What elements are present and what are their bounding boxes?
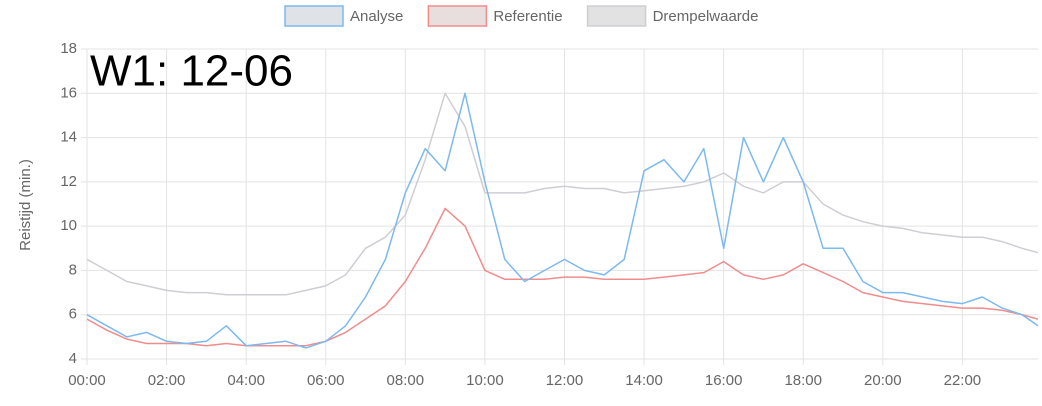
line-series <box>86 92 1039 296</box>
y-tick-label: 16 <box>60 84 77 101</box>
legend-label: Referentie <box>493 8 562 25</box>
y-tick-label: 18 <box>60 40 77 57</box>
y-tick-label: 4 <box>69 350 77 367</box>
legend-label: Analyse <box>350 8 403 25</box>
x-tick-label: 08:00 <box>387 372 425 389</box>
legend-swatch <box>586 5 647 27</box>
x-tick-label: 16:00 <box>705 372 743 389</box>
legend-swatch <box>427 5 488 27</box>
y-tick-label: 10 <box>60 217 77 234</box>
x-tick-label: 00:00 <box>68 372 106 389</box>
x-tick-label: 10:00 <box>466 372 504 389</box>
legend-swatch <box>284 5 344 27</box>
y-tick-label: 14 <box>60 129 77 146</box>
y-tick-label: 8 <box>69 261 77 278</box>
legend-label: Drempelwaarde <box>653 8 759 25</box>
x-tick-label: 18:00 <box>784 372 822 389</box>
y-tick-label: 6 <box>69 306 77 323</box>
x-tick-label: 12:00 <box>546 372 584 389</box>
annotation: W1: 12-06 <box>90 47 293 96</box>
x-tick-label: 04:00 <box>227 372 265 389</box>
line-series <box>86 207 1039 347</box>
y-tick-label: 12 <box>60 173 77 190</box>
y-axis-label: Reistijd (min.) <box>17 159 34 251</box>
x-tick-label: 06:00 <box>307 372 345 389</box>
x-tick-label: 14:00 <box>625 372 663 389</box>
x-tick-label: 20:00 <box>864 372 902 389</box>
x-tick-label: 22:00 <box>944 372 982 389</box>
x-tick-label: 02:00 <box>148 372 186 389</box>
line-series <box>86 92 1039 349</box>
